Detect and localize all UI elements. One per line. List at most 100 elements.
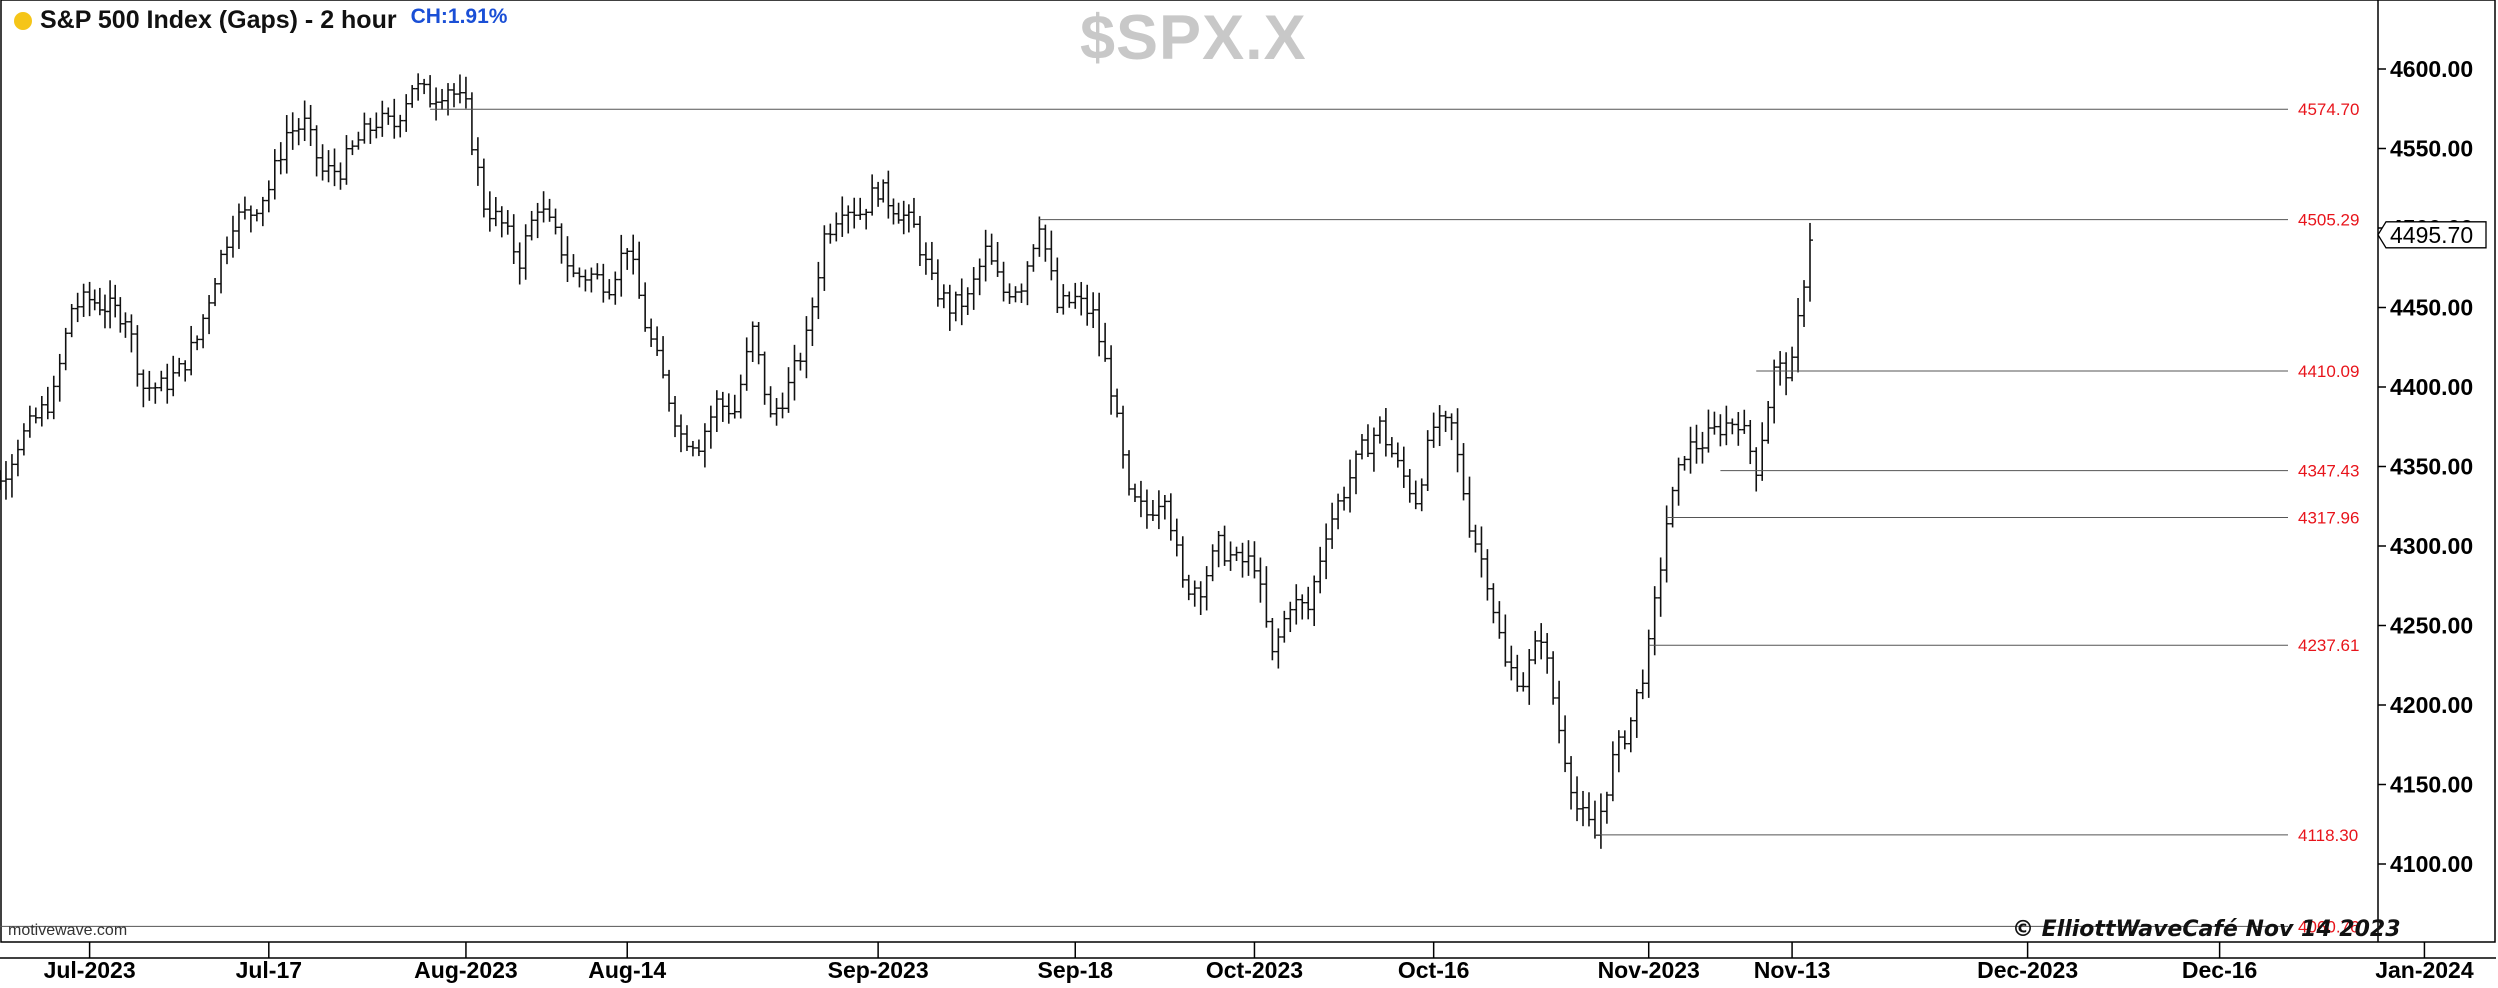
ohlc-bar: [654, 326, 661, 356]
ohlc-bar: [1030, 244, 1037, 272]
ohlc-bar: [433, 87, 440, 121]
ohlc-bar: [1096, 292, 1103, 357]
ohlc-bar: [235, 203, 242, 249]
ohlc-bar: [182, 360, 189, 382]
ohlc-bar: [1454, 408, 1461, 473]
ohlc-bar: [379, 100, 386, 137]
x-tick-label: Oct-2023: [1206, 957, 1303, 983]
ohlc-bar: [1167, 493, 1174, 541]
ohlc-bar: [1651, 586, 1658, 656]
ohlc-bar: [946, 284, 953, 331]
ohlc-bar: [373, 112, 380, 139]
ohlc-bar: [1466, 476, 1473, 538]
ohlc-bar: [890, 198, 897, 225]
x-tick-label: Dec-2023: [1977, 957, 2078, 983]
ohlc-bar: [773, 398, 780, 426]
ohlc-bar: [1526, 648, 1533, 705]
ohlc-bar: [994, 242, 1001, 277]
ohlc-bar: [1364, 424, 1371, 458]
ohlc-bar: [900, 200, 907, 235]
ohlc-bar: [618, 234, 625, 297]
ohlc-bar: [576, 267, 583, 288]
ohlc-bar: [1066, 291, 1073, 308]
ohlc-bar: [385, 107, 392, 125]
ohlc-bar: [1723, 405, 1730, 446]
ohlc-bar: [403, 94, 410, 132]
ohlc-bar: [1341, 486, 1348, 511]
ohlc-bar: [1645, 629, 1652, 698]
ohlc-bar: [895, 202, 902, 224]
source-label: motivewave.com: [8, 922, 128, 939]
ohlc-bar: [815, 261, 822, 320]
ohlc-bar: [391, 98, 398, 139]
ohlc-bar: [1532, 630, 1539, 665]
ohlc-bar: [1448, 413, 1455, 441]
ohlc-bar: [1275, 628, 1282, 669]
y-tick-label: 4400.00: [2390, 374, 2473, 400]
price-axis[interactable]: 4600.004550.004500.004450.004400.004350.…: [2377, 56, 2487, 877]
ohlc-bar: [970, 267, 977, 310]
ohlc-bar: [421, 78, 428, 95]
ohlc-bar: [445, 83, 452, 116]
ohlc-bar: [1765, 401, 1772, 444]
ohlc-bar: [1735, 412, 1742, 446]
ohlc-bar: [833, 212, 840, 242]
ohlc-bar: [1663, 505, 1670, 583]
ohlc-bar: [922, 242, 929, 275]
ohlc-bar: [1669, 486, 1676, 528]
ohlc-bar: [1060, 284, 1067, 315]
ohlc-bar: [785, 367, 792, 413]
ohlc-bar: [462, 76, 469, 109]
ohlc-bar: [1114, 388, 1121, 418]
ohlc-bar: [630, 234, 637, 275]
ohlc-bar: [1603, 791, 1610, 824]
ohlc-bar: [1108, 345, 1115, 415]
ohlc-bar: [1329, 502, 1336, 549]
x-tick-label: Jul-2023: [44, 957, 136, 983]
ohlc-bar: [0, 470, 3, 490]
ohlc-bar: [1430, 412, 1437, 448]
ohlc-bar: [857, 197, 864, 220]
ohlc-bar: [253, 209, 260, 222]
ohlc-bar: [648, 318, 655, 347]
ohlc-bar: [194, 335, 201, 351]
ohlc-bar: [206, 295, 213, 335]
ohlc-bar: [522, 224, 529, 280]
ohlc-bar: [247, 205, 254, 233]
ohlc-bar: [1478, 526, 1485, 578]
ohlc-bar: [1657, 557, 1664, 617]
ohlc-bar: [1299, 594, 1306, 620]
ohlc-bar: [409, 85, 416, 108]
plot-frame: [0, 0, 2496, 959]
ohlc-bar: [1126, 450, 1133, 496]
chart-header: S&P 500 Index (Gaps) - 2 hour CH:1.91%: [14, 5, 507, 35]
ohlc-bar: [594, 263, 601, 280]
time-axis[interactable]: Jul-2023 Jul-17 Aug-2023 Aug-14 Sep-2023 Sep-…: [44, 942, 2474, 983]
ohlc-bar: [14, 439, 21, 477]
ohlc-bar: [767, 386, 774, 418]
ohlc-bar: [731, 394, 738, 419]
ohlc-bar: [516, 242, 523, 285]
ohlc-bar: [1717, 414, 1724, 447]
ohlc-bar: [101, 294, 108, 329]
ohlc-bar: [361, 112, 368, 144]
ohlc-bar: [32, 407, 39, 424]
ohlc-bar: [1687, 426, 1694, 474]
ohlc-bar: [1000, 261, 1007, 302]
ohlc-bar: [934, 259, 941, 307]
ohlc-bar: [588, 267, 595, 293]
ohlc-bar: [1388, 437, 1395, 458]
ohlc-bar: [56, 353, 63, 402]
ohlc-bar: [910, 197, 917, 228]
ohlc-bar: [1460, 443, 1467, 501]
ohlc-bar: [480, 158, 487, 218]
ohlc-bar: [74, 292, 81, 323]
ohlc-bar: [1084, 284, 1091, 326]
ohlc-bar: [1179, 536, 1186, 588]
ohlc-bar: [1585, 792, 1592, 827]
ohlc-bar: [600, 263, 607, 303]
ohlc-bar: [540, 191, 547, 223]
ohlc-bar: [677, 414, 684, 453]
ohlc-bar: [1544, 633, 1551, 674]
ohlc-bar: [20, 423, 27, 456]
